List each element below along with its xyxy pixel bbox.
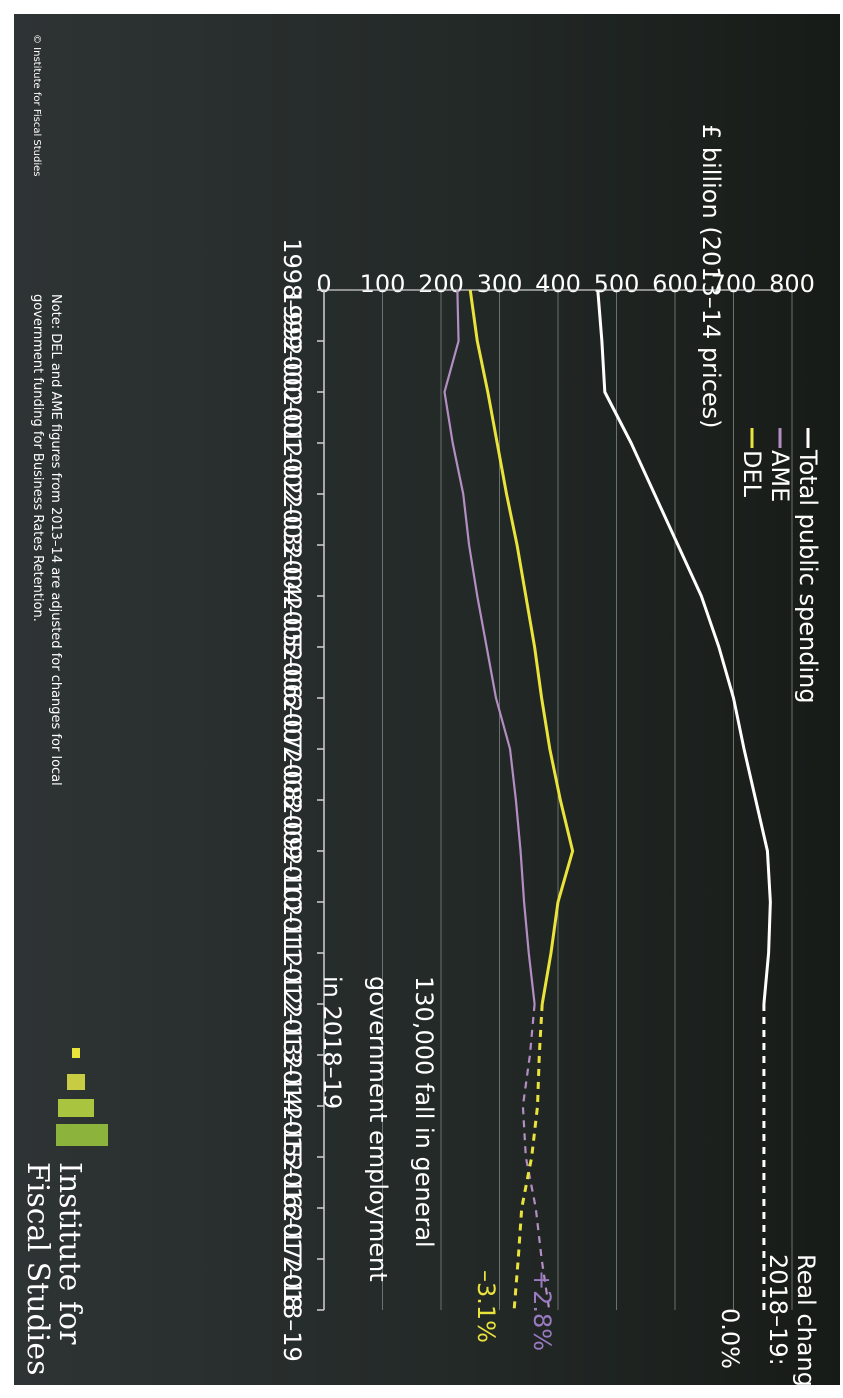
x-tick-label-18: 2016–17 — [278, 1156, 306, 1260]
del-line-actual — [468, 289, 575, 1005]
legend-label-ame: AME — [766, 450, 794, 502]
end-label-del: –3.1% — [472, 1270, 500, 1343]
logo-bar-2 — [67, 1074, 85, 1090]
logo-bar-1 — [72, 1048, 80, 1058]
x-tick-label-12: 2010–11 — [278, 850, 306, 954]
logo-bar-3 — [58, 1099, 94, 1117]
logo-text-line2: Fiscal Studies — [20, 1162, 55, 1376]
x-tick-label-6: 2004–05 — [278, 544, 306, 648]
del-line-projected — [512, 1003, 544, 1311]
real-change-header-line2: 2018–19: — [764, 1254, 792, 1366]
x-tick-label-19: 2017–18 — [278, 1207, 306, 1311]
x-tick-label-3: 2001–02 — [278, 391, 306, 495]
y-tick-400: 400 — [535, 270, 581, 298]
y-tick-300: 300 — [477, 270, 523, 298]
x-tick-label-0: 1998–99 — [278, 238, 306, 342]
real-change-header-line1: Real change in — [792, 1254, 820, 1385]
note-line-2: government funding for Business Rates Re… — [30, 294, 45, 622]
copyright-text: © Institute for Fiscal Studies — [31, 34, 42, 177]
x-tick-label-10: 2008–09 — [278, 748, 306, 852]
legend-label-del: DEL — [738, 450, 766, 498]
chart-canvas: 0 100 200 300 400 500 600 700 8001998–991999–002… — [20, 34, 822, 1385]
x-tick-label-16: 2014–15 — [278, 1054, 306, 1158]
x-tick-label-20: 2018–19 — [278, 1258, 306, 1362]
y-tick-600: 600 — [652, 270, 698, 298]
x-tick-label-9: 2007–08 — [278, 697, 306, 801]
y-tick-800: 800 — [769, 270, 815, 298]
y-axis-title: £ billion (2013–14 prices) — [697, 124, 725, 429]
x-tick-label-5: 2003–04 — [278, 493, 306, 597]
x-tick-label-17: 2015–16 — [278, 1105, 306, 1209]
ame-line-actual — [443, 289, 536, 1005]
logo-text-line1: Institute for — [52, 1162, 87, 1345]
y-tick-500: 500 — [594, 270, 640, 298]
logo-bar-4 — [56, 1124, 108, 1146]
x-tick-label-8: 2006–07 — [278, 646, 306, 750]
y-tick-0: 0 — [316, 270, 331, 298]
x-tick-label-4: 2002–03 — [278, 442, 306, 546]
end-label-ame: +2.8% — [528, 1270, 556, 1351]
ifs-logo: Institute for Fiscal Studies — [20, 1048, 108, 1376]
x-tick-label-14: 2012–13 — [278, 952, 306, 1056]
x-tick-label-7: 2005–06 — [278, 595, 306, 699]
note-line-1: Note: DEL and AME figures from 2013–14 a… — [48, 294, 63, 786]
employment-annotation-line1: 130,000 fall in general — [410, 976, 438, 1248]
x-tick-label-2: 2000–01 — [278, 340, 306, 444]
employment-annotation-line3: in 2018–19 — [318, 976, 346, 1109]
total-line-actual — [596, 289, 772, 1005]
y-tick-100: 100 — [360, 270, 406, 298]
y-tick-700: 700 — [711, 270, 757, 298]
y-tick-200: 200 — [418, 270, 464, 298]
ame-line-projected — [521, 1003, 551, 1311]
legend-label-total: Total public spending — [794, 449, 822, 704]
x-tick-label-13: 2011–12 — [278, 901, 306, 1005]
employment-annotation-line2: government employment — [364, 976, 392, 1282]
x-tick-label-15: 2013–14 — [278, 1003, 306, 1107]
x-tick-label-1: 1999–00 — [278, 289, 306, 393]
chart-panel — [14, 14, 840, 1385]
x-tick-label-11: 2009–10 — [278, 799, 306, 903]
end-label-total: 0.0% — [716, 1308, 744, 1369]
